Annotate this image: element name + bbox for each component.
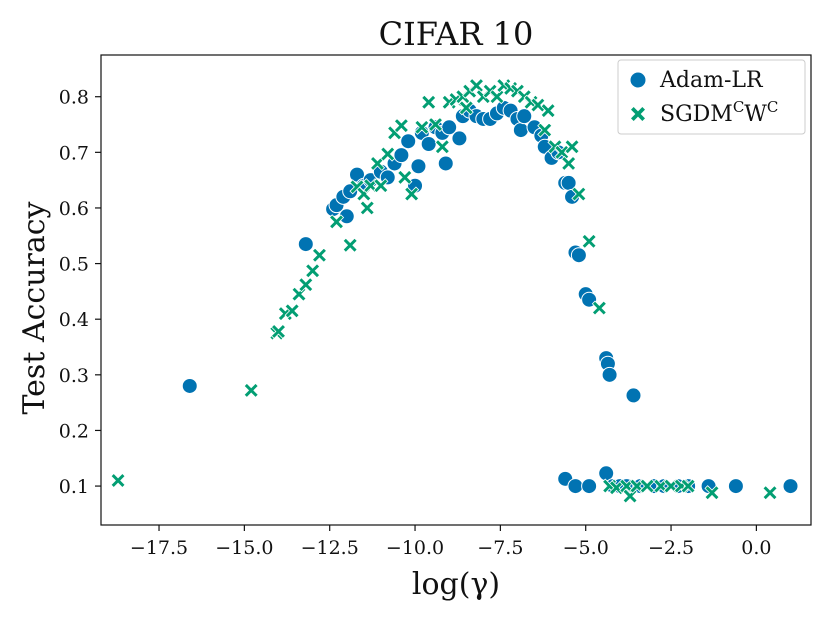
data-point-sgdm bbox=[373, 178, 389, 194]
data-point-sgdm bbox=[468, 78, 485, 94]
x-axis-label: log(γ) bbox=[412, 567, 500, 602]
x-tick-label: −7.5 bbox=[477, 537, 523, 559]
x-tick-label: −12.5 bbox=[301, 537, 359, 559]
data-point-sgdm bbox=[591, 300, 607, 316]
data-point-sgdm bbox=[369, 155, 386, 172]
x-tick-label: 0.0 bbox=[741, 537, 771, 559]
data-point-sgdm bbox=[110, 472, 126, 489]
data-point-sgdm bbox=[298, 277, 314, 293]
legend-label-sgdm-superscript: C bbox=[767, 98, 778, 116]
y-tick-label: 0.8 bbox=[59, 87, 89, 109]
legend-label-sgdm-superscript: C bbox=[733, 98, 744, 116]
data-point-adam-lr bbox=[181, 377, 198, 394]
data-point-sgdm bbox=[414, 119, 430, 135]
data-point-adam-lr bbox=[400, 133, 417, 150]
data-point-sgdm bbox=[680, 478, 696, 494]
x-tick-label: −15.0 bbox=[215, 537, 273, 559]
data-point-adam-lr bbox=[420, 135, 437, 152]
data-point-sgdm bbox=[328, 214, 345, 230]
data-point-sgdm bbox=[359, 200, 375, 216]
legend-marker-sgdm bbox=[631, 107, 645, 121]
data-point-sgdm bbox=[540, 103, 556, 119]
data-point-adam-lr bbox=[410, 158, 427, 175]
data-point-adam-lr bbox=[512, 122, 529, 139]
y-tick-label: 0.5 bbox=[59, 254, 89, 276]
data-point-adam-lr bbox=[581, 478, 598, 495]
chart-title: CIFAR 10 bbox=[379, 15, 534, 53]
y-tick-label: 0.6 bbox=[59, 198, 89, 220]
legend-label-sgdm-part: SGDM bbox=[660, 102, 733, 127]
data-point-adam-lr bbox=[441, 119, 458, 136]
data-point-sgdm bbox=[762, 485, 778, 501]
legend-label-sgdm: SGDMCWC bbox=[660, 98, 778, 127]
data-point-adam-lr bbox=[570, 247, 587, 264]
data-point-sgdm bbox=[571, 186, 587, 202]
data-point-sgdm bbox=[434, 139, 450, 155]
data-point-sgdm bbox=[537, 122, 553, 138]
y-tick-label: 0.1 bbox=[59, 476, 89, 498]
y-axis-label: Test Accuracy bbox=[17, 201, 52, 414]
x-tick-label: −2.5 bbox=[648, 537, 694, 559]
data-point-sgdm bbox=[561, 155, 577, 172]
data-point-sgdm bbox=[458, 100, 474, 116]
legend: Adam-LR SGDMCWC bbox=[617, 59, 806, 135]
legend-box bbox=[617, 59, 806, 135]
data-point-sgdm bbox=[342, 237, 358, 253]
data-point-sgdm bbox=[564, 139, 580, 155]
data-point-adam-lr bbox=[437, 155, 454, 172]
y-tick-label: 0.3 bbox=[59, 365, 89, 387]
x-tick-label: −5.0 bbox=[563, 537, 609, 559]
x-tick-label: −17.5 bbox=[130, 537, 188, 559]
x-tick-label: −10.0 bbox=[386, 537, 444, 559]
data-point-sgdm bbox=[380, 146, 396, 162]
data-points bbox=[110, 78, 799, 504]
data-point-sgdm bbox=[489, 89, 505, 105]
data-point-adam-lr bbox=[393, 147, 410, 164]
data-point-adam-lr bbox=[567, 478, 584, 495]
data-point-sgdm bbox=[581, 233, 597, 249]
data-point-sgdm bbox=[704, 485, 720, 501]
data-point-sgdm bbox=[270, 323, 287, 340]
data-point-sgdm bbox=[421, 94, 437, 110]
data-point-sgdm bbox=[311, 247, 328, 263]
legend-marker-adam-lr bbox=[630, 72, 646, 88]
legend-x-marker bbox=[631, 107, 645, 121]
data-point-sgdm bbox=[427, 116, 444, 133]
y-tick-label: 0.4 bbox=[59, 309, 89, 331]
data-point-sgdm bbox=[393, 118, 409, 134]
data-point-sgdm bbox=[554, 144, 570, 160]
data-point-sgdm bbox=[404, 186, 420, 202]
data-point-adam-lr bbox=[782, 478, 799, 495]
y-tick-label: 0.7 bbox=[59, 142, 89, 164]
plot-frame bbox=[100, 54, 812, 526]
legend-label-adam-lr: Adam-LR bbox=[659, 68, 764, 93]
data-point-adam-lr bbox=[297, 236, 314, 253]
data-point-adam-lr bbox=[601, 366, 618, 383]
data-point-adam-lr bbox=[516, 108, 533, 125]
data-point-sgdm bbox=[397, 169, 413, 185]
data-point-adam-lr bbox=[727, 478, 744, 495]
data-point-adam-lr bbox=[451, 130, 468, 147]
data-point-sgdm bbox=[305, 263, 321, 279]
data-point-sgdm bbox=[243, 382, 259, 398]
data-point-adam-lr bbox=[625, 387, 642, 404]
legend-label-sgdm-part: W bbox=[744, 102, 767, 127]
y-tick-label: 0.2 bbox=[59, 420, 89, 442]
axis-ticks: −17.5 −15.0 −12.5 −10.0 −7.5 −5.0 −2.5 0.0 0.1 0.… bbox=[59, 87, 772, 559]
data-point-sgdm bbox=[284, 303, 300, 319]
